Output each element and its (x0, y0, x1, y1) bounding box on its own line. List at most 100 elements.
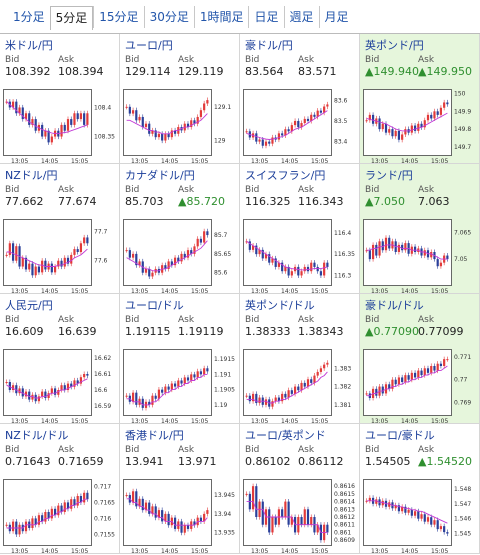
pair-link[interactable]: ランド/円 (365, 167, 413, 230)
candle-body (281, 509, 284, 518)
candle-body (420, 123, 423, 128)
rate-card[interactable]: 人民元/円 Bid Ask 16.609 16.639 16.62 16.61 16.6 16.… (0, 294, 120, 425)
candle-body (148, 268, 151, 277)
chart-frame (363, 219, 452, 286)
pair-link[interactable]: ユーロ/円 (125, 37, 173, 100)
candle-body (41, 391, 44, 397)
rate-card[interactable]: NZドル/ドル Bid Ask 0.71643 0.71659 0.717 0.7165 0.… (0, 424, 120, 555)
candle-body (268, 254, 271, 263)
candle-body (277, 133, 281, 140)
candle-body (50, 388, 53, 394)
tab-2[interactable]: 15分足 (93, 5, 143, 28)
candle-body (423, 120, 426, 128)
candle-body (404, 243, 407, 251)
candle-body (203, 513, 206, 522)
pair-link[interactable]: 人民元/円 (5, 297, 53, 360)
price-chart: 0.771 0.77 0.769 13:05 14:05 15:05 (363, 349, 471, 425)
rate-card[interactable]: 豪ドル/円 Bid Ask 83.564 83.571 83.6 83.5 83.4 13:05… (240, 34, 360, 165)
candle-body (180, 380, 183, 384)
tab-0[interactable]: 1分足 (13, 9, 45, 24)
tab-3[interactable]: 30分足 (143, 5, 194, 28)
chart-frame (363, 479, 452, 546)
candle-body (79, 113, 83, 120)
x-tick-label: 14:05 (161, 288, 178, 295)
candle-body (397, 130, 401, 140)
candle-body (47, 512, 50, 519)
candle-body (313, 375, 316, 383)
candle-body (261, 501, 264, 525)
rate-card[interactable]: 英ポンド/ドル Bid Ask 1.38333 1.38343 1.383 1.382 1.3… (240, 294, 360, 425)
tab-7[interactable]: 月足 (318, 5, 354, 28)
pair-link[interactable]: 豪ドル/ドル (365, 297, 424, 360)
ask-price: 108.394 (58, 65, 104, 78)
rate-card[interactable]: 香港ドル/円 Bid Ask 13.941 13.971 13.945 13.94 13.93… (120, 424, 240, 555)
tab-4[interactable]: 1時間足 (193, 5, 249, 28)
pair-link[interactable]: 豪ドル/円 (245, 37, 293, 100)
x-tick-label: 13:05 (371, 548, 388, 555)
candle-body (186, 123, 190, 128)
rate-card[interactable]: ユーロ/ドル Bid Ask 1.19115 1.19119 1.1915 1.191 1.1… (120, 294, 240, 425)
pair-link[interactable]: ユーロ/ドル (125, 297, 184, 360)
candle-body (154, 506, 157, 518)
rate-card[interactable]: ユーロ/円 Bid Ask 129.114 129.119 129.1 129 13:05 14… (120, 34, 240, 165)
up-arrow-icon: ▲ (418, 455, 427, 468)
pair-link[interactable]: カナダドル/円 (125, 167, 195, 230)
rate-card[interactable]: 英ポンド/円 Bid Ask ▲149.940 ▲149.950 150 149.9 149.… (360, 34, 480, 165)
pair-link[interactable]: 香港ドル/円 (125, 427, 184, 490)
rate-card[interactable]: NZドル/円 Bid Ask 77.662 77.674 77.7 77.6 13:05 14:… (0, 164, 120, 295)
pair-link[interactable]: 英ポンド/ドル (245, 297, 315, 360)
candle-body (83, 237, 86, 244)
rate-card[interactable]: ユーロ/英ポンド Bid Ask 0.86102 0.86112 0.8616 0.8615… (240, 424, 360, 555)
candle-body (167, 386, 170, 390)
candle-body (66, 502, 70, 509)
tab-1[interactable]: 5分足 (49, 5, 94, 30)
x-tick-label: 13:05 (251, 548, 268, 555)
pair-link[interactable]: NZドル/ドル (5, 427, 68, 490)
candle-body (5, 254, 8, 256)
pair-link[interactable]: 米ドル/円 (5, 37, 53, 100)
chart-frame (363, 349, 452, 416)
candle-body (57, 505, 60, 516)
candle-body (365, 500, 368, 502)
candle-body (417, 511, 420, 519)
pair-link[interactable]: スイスフラン/円 (245, 167, 325, 230)
candle-body (323, 364, 326, 369)
tab-6[interactable]: 週足 (283, 5, 319, 28)
rate-card[interactable]: スイスフラン/円 Bid Ask 116.325 116.343 116.4 116.35 1… (240, 164, 360, 295)
tab-5[interactable]: 日足 (248, 5, 283, 28)
pair-name: ユーロ/豪ドル (365, 429, 435, 442)
pair-link[interactable]: ユーロ/豪ドル (365, 427, 435, 490)
candle-body (83, 374, 86, 378)
candle-body (378, 118, 381, 130)
rate-card[interactable]: 米ドル/円 Bid Ask 108.392 108.394 108.4 108.35 13:0… (0, 34, 120, 165)
candle-body (79, 496, 83, 503)
candle-body (413, 125, 417, 131)
candle-body (365, 393, 368, 395)
rate-card[interactable]: ユーロ/豪ドル Bid Ask 1.54505 ▲1.54520 1.548 1.547 1.… (360, 424, 480, 555)
candle-body (264, 399, 268, 405)
rate-card[interactable]: ランド/円 Bid Ask ▲7.050 7.063 7.065 7.05 13:05 14:0… (360, 164, 480, 295)
candle-body (8, 243, 11, 255)
bid-label: Bid (125, 315, 140, 325)
bid-value: 1.54505 (365, 455, 411, 468)
candle-body (284, 501, 287, 518)
candle-body (381, 386, 384, 394)
candle-body (375, 244, 378, 256)
moving-average-line (366, 112, 448, 132)
price-chart: 108.4 108.35 13:05 14:05 15:05 (3, 89, 115, 165)
candle-body (135, 110, 138, 121)
pair-link[interactable]: ユーロ/英ポンド (245, 427, 326, 490)
x-tick-label: 15:05 (431, 548, 448, 555)
candle-body (177, 380, 180, 387)
rate-card[interactable]: 豪ドル/ドル Bid Ask ▲0.77090 0.77099 0.771 0.77 0.76… (360, 294, 480, 425)
candle-body (410, 372, 413, 380)
pair-link[interactable]: NZドル/円 (5, 167, 57, 230)
candle-body (251, 486, 255, 510)
bid-value: 129.114 (125, 65, 171, 78)
candle-body (426, 114, 430, 121)
rate-card[interactable]: カナダドル/円 Bid Ask 85.703 ▲85.720 85.7 85.65 85.6 1… (120, 164, 240, 295)
candle-body (157, 389, 161, 399)
ask-value: 116.343 (298, 195, 344, 208)
pair-link[interactable]: 英ポンド/円 (365, 37, 424, 100)
moving-average-line (6, 378, 88, 399)
